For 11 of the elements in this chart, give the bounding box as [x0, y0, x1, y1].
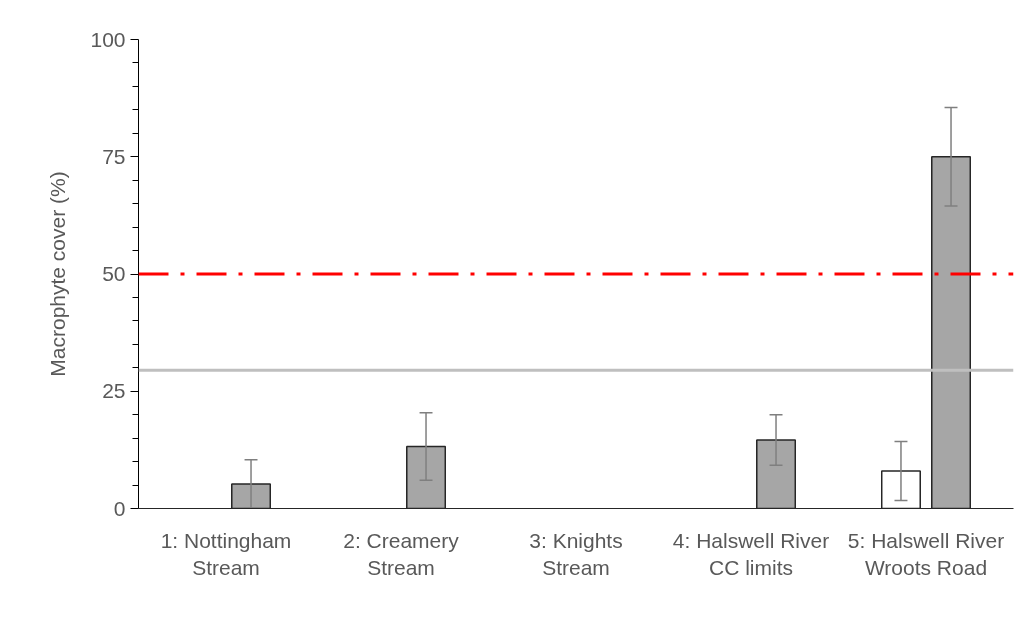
y-tick-label: 75: [102, 144, 126, 168]
x-tick-label: 2: Creamery Stream: [343, 528, 460, 580]
y-tick-label: 0: [113, 496, 126, 520]
y-tick-label: 100: [90, 27, 126, 51]
x-tick-label: 3: Knights Stream: [529, 528, 623, 580]
x-tick-label: 1: Nottingham Stream: [160, 528, 292, 580]
x-tick-label: 5: Halswell River Wroots Road: [847, 528, 1005, 580]
x-tick-label: 4: Halswell River CC limits: [672, 528, 830, 580]
y-tick-label: 50: [102, 262, 126, 285]
y-tick-label: 25: [102, 379, 126, 403]
y-axis-title: Macrophyte cover (%): [46, 171, 70, 377]
